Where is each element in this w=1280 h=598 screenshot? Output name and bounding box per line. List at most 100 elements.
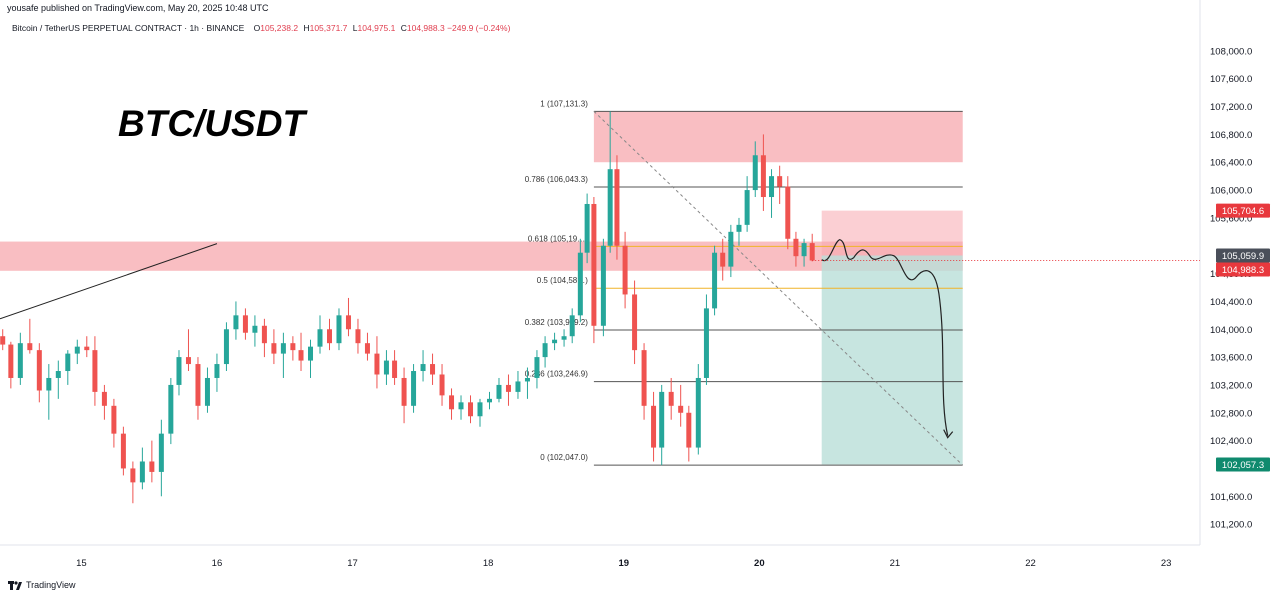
candle-66	[607, 111, 613, 253]
candle-body	[542, 343, 548, 358]
candle-30	[280, 332, 286, 378]
candle-7	[65, 350, 71, 385]
low-value: 104,975.1	[357, 23, 396, 33]
candle-18	[168, 377, 174, 445]
candle-61	[569, 308, 575, 344]
price-tag-bg	[1216, 457, 1270, 472]
publisher-line: yousafe published on TradingView.com, Ma…	[7, 3, 269, 13]
price-tick-label: 106,400.0	[1210, 158, 1252, 169]
candle-body	[185, 357, 191, 365]
candles-layer	[0, 111, 815, 504]
candle-58	[542, 336, 548, 368]
candle-body	[569, 315, 575, 337]
candle-62	[577, 238, 583, 323]
candle-45	[420, 350, 426, 382]
candle-body	[271, 343, 277, 354]
tradingview-brand[interactable]: TradingView	[8, 580, 76, 590]
brand-label: TradingView	[26, 580, 76, 590]
candle-body	[793, 238, 799, 257]
candle-2	[17, 332, 23, 385]
candle-body	[65, 353, 71, 372]
time-tick-label-15: 15	[76, 558, 87, 569]
candle-body	[242, 315, 248, 333]
candle-body	[84, 346, 90, 351]
candle-4	[36, 343, 42, 403]
high-label: H	[303, 23, 310, 33]
price-tag-bg	[1216, 203, 1270, 218]
candle-body	[468, 402, 474, 417]
price-tick-label: 102,400.0	[1210, 436, 1252, 447]
candle-59	[552, 332, 558, 351]
candle-body	[355, 329, 361, 344]
candle-body	[744, 190, 750, 225]
candle-body	[752, 155, 758, 191]
candle-1	[8, 341, 14, 389]
candle-3	[27, 318, 33, 354]
open-label: O	[253, 23, 261, 33]
candle-body	[439, 374, 445, 396]
candle-body	[308, 346, 314, 361]
trendline	[0, 243, 218, 320]
candle-body	[317, 329, 323, 347]
candle-body	[561, 336, 567, 340]
candle-body	[8, 344, 14, 378]
candle-body	[728, 231, 734, 267]
candle-31	[290, 336, 296, 361]
candle-body	[233, 315, 239, 330]
candle-27	[252, 315, 258, 347]
fibonacci-layer: 1 (107,131.3) 0.786 (106,043.3) 0.618 (105…	[525, 99, 964, 466]
short-target-zone	[821, 255, 963, 465]
price-tag-3: 102,057.3	[1216, 457, 1270, 472]
candle-body	[534, 357, 540, 378]
candle-76	[695, 364, 701, 455]
time-tick-label-16: 16	[212, 558, 223, 569]
fib-label-0.786: 0.786 (106,043.3)	[525, 175, 588, 184]
high-value: 105,371.7	[309, 23, 348, 33]
candle-54	[505, 374, 511, 406]
candle-41	[383, 350, 389, 385]
candle-body	[801, 243, 807, 257]
candle-body	[411, 371, 417, 406]
candle-65	[600, 238, 606, 337]
candle-0	[0, 329, 6, 351]
candle-body	[785, 186, 791, 239]
candle-22	[204, 367, 210, 413]
drawings-layer	[0, 239, 1200, 439]
candle-85	[769, 169, 775, 218]
short-stop-zone	[821, 210, 963, 256]
candle-body	[120, 433, 126, 469]
candle-body	[552, 339, 558, 344]
candle-48	[449, 388, 455, 420]
projection-arrowhead	[943, 429, 954, 439]
price-tick-label: 107,200.0	[1210, 102, 1252, 113]
price-tick-label: 106,800.0	[1210, 130, 1252, 141]
fib-label-0.236: 0.236 (103,246.9)	[525, 370, 588, 379]
candle-body	[678, 405, 684, 413]
candle-23	[214, 353, 220, 392]
candle-body	[223, 329, 229, 365]
candle-body	[486, 398, 492, 403]
projected-price-path	[821, 239, 949, 436]
candle-body	[584, 203, 590, 253]
symbol-legend: Bitcoin / TetherUS PERPETUAL CONTRACT · …	[12, 23, 510, 33]
fib-label-0: 0 (102,047.0)	[540, 453, 588, 462]
candle-26	[242, 308, 248, 340]
fib-label-0.618: 0.618 (105,19…)	[528, 234, 588, 243]
candle-body	[345, 315, 351, 330]
candle-body	[622, 245, 628, 295]
candle-body	[686, 412, 692, 448]
tradingview-logo-icon	[8, 580, 22, 590]
time-axis[interactable]: 15 16 17 18 19 20 21 22 23	[76, 558, 1171, 569]
candle-53	[496, 377, 502, 403]
candle-80	[728, 224, 734, 278]
price-tag-1: 105,059.9	[1216, 248, 1270, 263]
candle-body	[280, 343, 286, 354]
candle-body	[736, 224, 742, 232]
price-axis[interactable]: 108,000.0 107,600.0 107,200.0 106,800.0 106,…	[1210, 46, 1252, 530]
candle-6	[55, 360, 61, 399]
candle-17	[158, 419, 164, 497]
price-tick-label: 101,600.0	[1210, 492, 1252, 503]
candle-body	[46, 377, 52, 391]
candle-51	[477, 398, 483, 427]
